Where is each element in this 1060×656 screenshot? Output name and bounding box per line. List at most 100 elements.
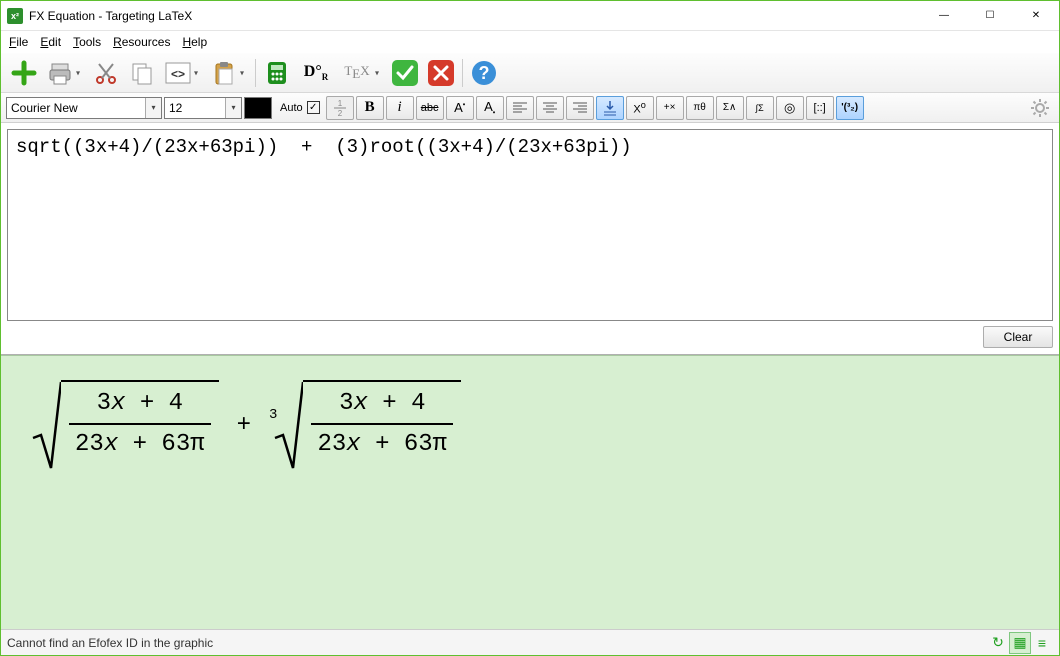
sqrt-1: 3x + 4 23x + 63π (31, 380, 219, 470)
sigma-icon: Σ∧ (723, 102, 737, 113)
separator (255, 59, 256, 87)
help-button[interactable]: ? (467, 56, 501, 90)
chevron-down-icon: ▾ (225, 98, 241, 118)
svg-text:2: 2 (337, 109, 342, 117)
color-swatch[interactable] (244, 97, 272, 119)
calculator-icon (264, 60, 290, 86)
main-toolbar: ▾ <> ▾ ▾ D°R TEX ▾ (1, 53, 1059, 93)
svg-text:?: ? (479, 63, 490, 83)
close-button[interactable]: ✕ (1013, 1, 1059, 31)
numerator: 3x + 4 (91, 390, 189, 423)
clipboard-icon (211, 60, 237, 86)
paren-icon: '(³₂) (841, 102, 858, 113)
equation-input[interactable] (7, 129, 1053, 321)
superscript-icon: A▪ (454, 100, 465, 115)
exponent-icon: Xo (633, 100, 645, 116)
integral-icon: ∫Σ (756, 103, 764, 113)
calculator-button[interactable] (260, 56, 294, 90)
dr-icon: D°R (304, 63, 328, 82)
menu-tools[interactable]: Tools (73, 35, 101, 49)
subscript-icon: A▪ (484, 99, 495, 117)
reject-button[interactable] (424, 56, 458, 90)
format-toolbar: Courier New ▾ 12 ▾ Auto ✓ 12 B i abc A▪ … (1, 93, 1059, 123)
align-left-button[interactable] (506, 96, 534, 120)
status-message: Cannot find an Efofex ID in the graphic (7, 636, 213, 650)
degrees-radians-button[interactable]: D°R (296, 56, 336, 90)
fraction-2: 3x + 4 23x + 63π (311, 390, 453, 458)
chevron-down-icon: ▾ (145, 98, 161, 118)
bold-button[interactable]: B (356, 96, 384, 120)
paren-button[interactable]: '(³₂) (836, 96, 864, 120)
auto-checkbox[interactable]: ✓ (307, 101, 320, 114)
x-icon (427, 59, 455, 87)
matrix-button[interactable]: [::] (806, 96, 834, 120)
tex-icon: TEX (344, 63, 369, 82)
new-button[interactable] (7, 56, 41, 90)
dropdown-arrow-icon: ▾ (76, 68, 84, 77)
accept-button[interactable] (388, 56, 422, 90)
root-2: 3 3x + 4 23x + 63π (269, 380, 461, 470)
clear-button[interactable]: Clear (983, 326, 1053, 348)
status-refresh-icon[interactable]: ↻ (987, 632, 1009, 654)
font-combo[interactable]: Courier New ▾ (6, 97, 162, 119)
strike-button[interactable]: abc (416, 96, 444, 120)
window-title: FX Equation - Targeting LaTeX (29, 9, 192, 23)
greek-button[interactable]: πθ (686, 96, 714, 120)
settings-button[interactable] (1026, 96, 1054, 120)
status-menu-icon[interactable]: ≡ (1031, 632, 1053, 654)
menu-help[interactable]: Help (182, 35, 207, 49)
check-icon (391, 59, 419, 87)
exponent-button[interactable]: Xo (626, 96, 654, 120)
superscript-button[interactable]: A▪ (446, 96, 474, 120)
app-icon: x² (7, 8, 23, 24)
target-button[interactable]: ◎ (776, 96, 804, 120)
align-left-icon (512, 101, 528, 115)
titlebar: x² FX Equation - Targeting LaTeX — ☐ ✕ (1, 1, 1059, 31)
copy-icon (129, 60, 155, 86)
print-button[interactable]: ▾ (43, 56, 77, 90)
target-icon: ◎ (784, 100, 795, 116)
fraction-button[interactable]: 12 (326, 96, 354, 120)
menu-resources[interactable]: Resources (113, 35, 170, 49)
gear-icon (1029, 97, 1051, 119)
svg-text:<>: <> (171, 67, 185, 81)
tex-button[interactable]: TEX ▾ (338, 56, 376, 90)
denominator: 23x + 63π (311, 423, 453, 458)
cut-button[interactable] (89, 56, 123, 90)
align-center-button[interactable] (536, 96, 564, 120)
radical-icon (273, 380, 303, 470)
dropdown-arrow-icon: ▾ (194, 68, 202, 77)
copy-code-button[interactable]: <> ▾ (161, 56, 195, 90)
paste-button[interactable]: ▾ (207, 56, 241, 90)
scissors-icon (93, 60, 119, 86)
align-decimal-button[interactable] (596, 96, 624, 120)
bold-icon: B (365, 99, 375, 116)
size-combo[interactable]: 12 ▾ (164, 97, 242, 119)
rendered-equation: 3x + 4 23x + 63π + 3 3x + 4 23x + 63π (31, 380, 461, 470)
minimize-button[interactable]: — (921, 1, 967, 31)
menu-file[interactable]: File (9, 35, 28, 49)
radical-icon (31, 380, 61, 470)
printer-icon (47, 60, 73, 86)
maximize-button[interactable]: ☐ (967, 1, 1013, 31)
menu-edit[interactable]: Edit (40, 35, 61, 49)
font-value: Courier New (11, 101, 78, 115)
fraction-icon: 12 (332, 99, 348, 117)
plusminus-button[interactable]: +× (656, 96, 684, 120)
subscript-button[interactable]: A▪ (476, 96, 504, 120)
fraction-1: 3x + 4 23x + 63π (69, 390, 211, 458)
plus-sign: + (219, 412, 269, 439)
statusbar: Cannot find an Efofex ID in the graphic … (1, 629, 1059, 655)
status-grid-icon[interactable]: ▦ (1009, 632, 1031, 654)
plus-icon (11, 60, 37, 86)
italic-button[interactable]: i (386, 96, 414, 120)
code-icon: <> (164, 60, 192, 86)
integral-button[interactable]: ∫Σ (746, 96, 774, 120)
copy-button[interactable] (125, 56, 159, 90)
sum-button[interactable]: Σ∧ (716, 96, 744, 120)
denominator: 23x + 63π (69, 423, 211, 458)
dropdown-arrow-icon: ▾ (375, 68, 383, 77)
align-right-button[interactable] (566, 96, 594, 120)
svg-text:1: 1 (337, 99, 342, 108)
plusminus-icon: +× (664, 102, 676, 113)
